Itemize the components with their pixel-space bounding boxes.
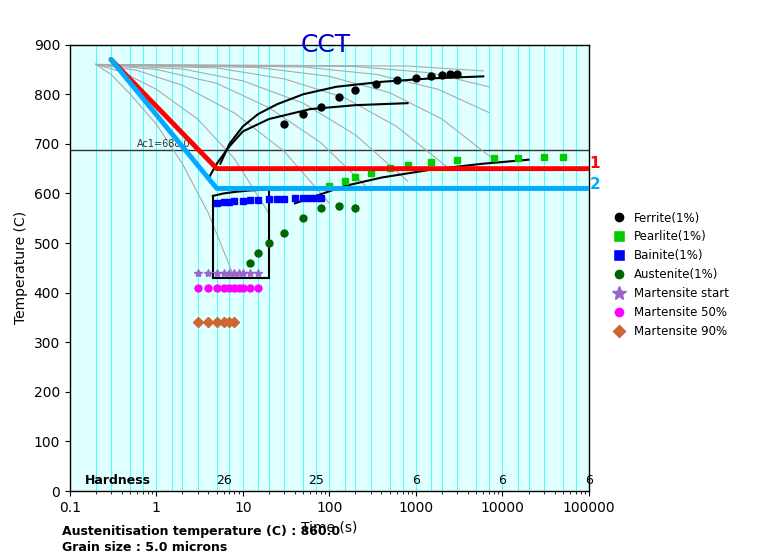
- Legend: Ferrite(1%), Pearlite(1%), Bainite(1%), Austenite(1%), Martensite start, Martens: Ferrite(1%), Pearlite(1%), Bainite(1%), …: [605, 207, 733, 343]
- X-axis label: Time (s): Time (s): [301, 520, 357, 535]
- Text: 6: 6: [498, 474, 506, 487]
- Text: Austenitisation temperature (C) : 860.0: Austenitisation temperature (C) : 860.0: [62, 525, 340, 537]
- Text: CCT: CCT: [301, 33, 350, 57]
- Text: 2: 2: [589, 177, 600, 192]
- Text: Hardness: Hardness: [85, 474, 151, 487]
- Text: 6: 6: [412, 474, 420, 487]
- Text: 1: 1: [589, 156, 600, 171]
- Text: Grain size : 5.0 microns: Grain size : 5.0 microns: [62, 541, 227, 554]
- Text: 6: 6: [585, 474, 593, 487]
- Text: 25: 25: [308, 474, 324, 487]
- Text: 26: 26: [215, 474, 232, 487]
- Y-axis label: Temperature (C): Temperature (C): [14, 211, 28, 324]
- Text: Ac1=688.0: Ac1=688.0: [137, 140, 191, 150]
